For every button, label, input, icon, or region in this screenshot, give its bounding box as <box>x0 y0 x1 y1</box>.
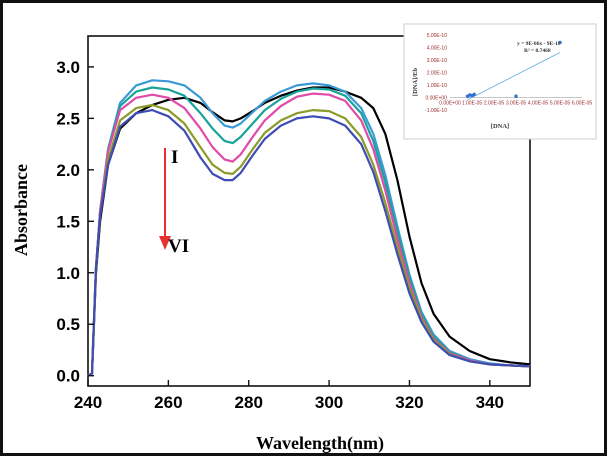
inset-r-squared: R² = 0.7468 <box>524 48 551 54</box>
inset-frame <box>403 23 597 140</box>
spectrum-line-5 <box>87 103 531 377</box>
y-tick-label: 1.5 <box>56 212 80 231</box>
spectrum-line-3 <box>87 86 531 377</box>
chart-ticks: 240 260 280 300 320 340 0.0 0.5 1.0 1.5 2.0 2.5 3.0 <box>56 58 504 412</box>
inset-data-point <box>514 94 518 98</box>
y-tick-label: 3.0 <box>56 58 80 77</box>
x-tick-label: 280 <box>235 393 263 412</box>
inset-marks <box>465 40 562 101</box>
x-tick-label: 300 <box>315 393 343 412</box>
chart-axes <box>87 35 531 387</box>
x-tick-label: 260 <box>154 393 182 412</box>
trend-annotation: I VI <box>159 147 189 257</box>
inset-y-tick-label: 3.00E-10 <box>427 58 448 64</box>
y-tick-label: 2.0 <box>56 161 80 180</box>
inset-chart: 0.00E+00 1.00E-05 2.00E-05 3.00E-05 4.00E-05… <box>403 23 597 140</box>
trend-arrow-head <box>159 236 171 250</box>
y-tick-label: 0.0 <box>56 367 80 386</box>
inset-x-tick-label: 6.00E-05 <box>572 101 593 107</box>
inset-trendline <box>467 52 561 101</box>
inset-equation: y = 9E-06x - 9E-11 <box>517 41 560 47</box>
end-label: VI <box>168 236 189 257</box>
inset-data-point <box>558 40 562 45</box>
inset-y-tick-label: 2.00E-10 <box>427 71 448 77</box>
y-tick-label: 1.0 <box>56 264 80 283</box>
y-tick-label: 0.5 <box>56 315 80 334</box>
inset-x-tick-label: 4.00E-05 <box>528 101 549 107</box>
y-axis-title: Absorbance <box>11 164 31 256</box>
spectrum-line-6 <box>87 109 531 377</box>
inset-x-tick-label: 2.00E-05 <box>484 101 505 107</box>
inset-x-axis-title: [DNA] <box>491 123 509 130</box>
inset-ticks: 0.00E+00 1.00E-05 2.00E-05 3.00E-05 4.00E-05… <box>425 33 592 114</box>
x-tick-label: 240 <box>74 393 102 412</box>
plot-area-border <box>87 35 531 387</box>
inset-y-axis-title: [DNA]/Eb <box>412 68 419 97</box>
inset-x-tick-label: 3.00E-05 <box>506 101 527 107</box>
inset-y-tick-label: 4.00E-10 <box>427 46 448 52</box>
inset-data-point <box>472 92 476 97</box>
inset-x-tick-label: 1.00E-05 <box>462 101 483 107</box>
inset-y-tick-label: 0.00E+00 <box>425 96 447 102</box>
x-tick-label: 340 <box>476 393 504 412</box>
inset-x-tick-label: 0.00E+00 <box>439 101 461 107</box>
inset-y-tick-label: -1.00E-10 <box>425 108 447 114</box>
inset-y-tick-label: 1.00E-10 <box>427 83 448 89</box>
start-label: I <box>171 147 178 168</box>
x-axis-title: Wavelength(nm) <box>256 433 384 454</box>
inset-x-tick-label: 5.00E-05 <box>550 101 571 107</box>
x-tick-label: 320 <box>395 393 423 412</box>
spectra-curves <box>87 79 531 377</box>
inset-y-tick-label: 5.00E-10 <box>427 33 448 39</box>
y-tick-label: 2.5 <box>56 109 80 128</box>
